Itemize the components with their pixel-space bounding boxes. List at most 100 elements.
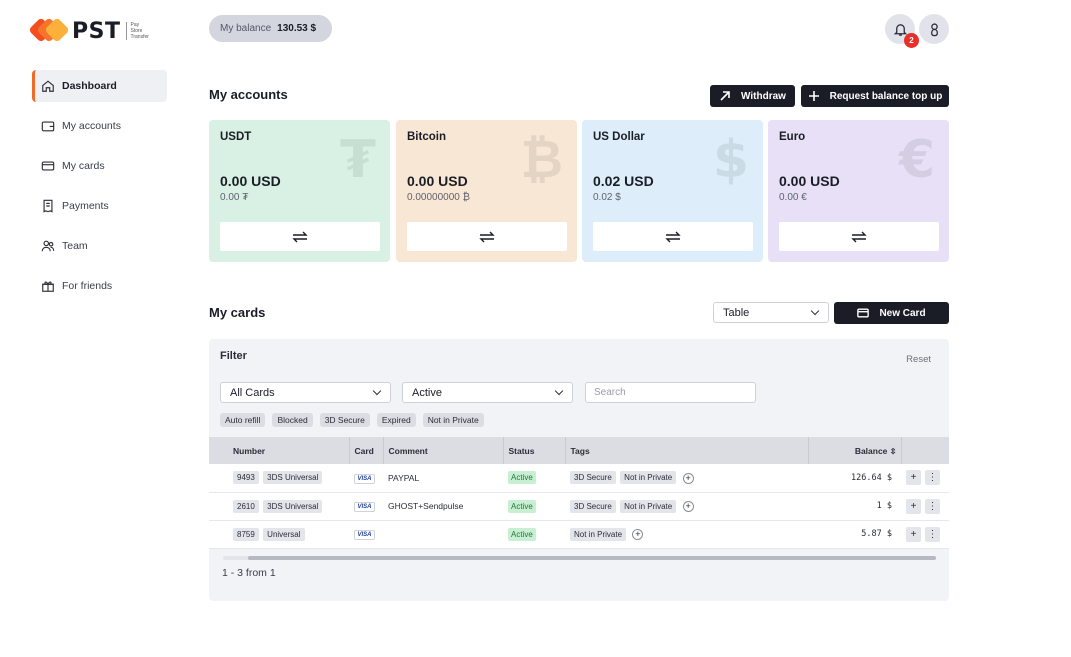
chevron-down-icon	[810, 306, 820, 316]
sidebar-item-for-friends[interactable]: For friends	[32, 270, 167, 302]
table-row[interactable]: 8759 Universal VISA Active Not in Privat…	[209, 520, 949, 548]
reset-filter-button[interactable]: Reset	[906, 354, 931, 365]
column-header-comment[interactable]: Comment	[383, 437, 504, 464]
top-up-card-button[interactable]: +	[906, 470, 921, 486]
scrollbar-thumb[interactable]	[248, 556, 936, 560]
brand-logo[interactable]: PST Pay Store Transfer	[28, 17, 154, 45]
tag: 3D Secure	[570, 499, 616, 513]
card-icon	[41, 161, 55, 171]
account-native-amount: 0.00000000 ₿	[407, 192, 471, 203]
actions-cell: + ⋮	[901, 520, 949, 548]
sidebar-item-dashboard[interactable]: Dashboard	[32, 70, 167, 102]
account-amount: 0.00 USD	[220, 173, 281, 189]
table-row[interactable]: 2610 3DS Universal VISA GHOST+Sendpulse …	[209, 492, 949, 520]
filter-title: Filter	[220, 350, 247, 362]
pagination-info: 1 - 3 from 1	[222, 567, 276, 579]
account-card-us-dollar[interactable]: $ US Dollar 0.02 USD 0.02 $	[582, 120, 763, 262]
filter-chips: Auto refill Blocked 3D Secure Expired No…	[220, 413, 491, 427]
balance-cell: 5.87 $	[861, 529, 892, 539]
sidebar-nav: Dashboard My accounts My cards Payments …	[32, 70, 167, 310]
column-header-number[interactable]: Number	[209, 437, 350, 464]
brand-name: PST	[72, 18, 121, 44]
tether-icon: ₮	[339, 130, 376, 190]
comment-cell	[383, 520, 503, 548]
new-card-button[interactable]: New Card	[834, 302, 949, 324]
request-topup-button[interactable]: Request balance top up	[801, 85, 949, 107]
tag: 3D Secure	[570, 471, 616, 485]
column-header-balance[interactable]: Balance ⇳	[808, 437, 902, 464]
account-native-amount: 0.00 €	[779, 192, 807, 203]
exchange-button[interactable]	[593, 222, 753, 251]
balance-pill[interactable]: My balance 130.53 $	[209, 15, 332, 42]
more-options-button[interactable]: ⋮	[925, 498, 940, 514]
status-cell: Active	[503, 492, 565, 520]
sidebar-item-my-accounts[interactable]: My accounts	[32, 110, 167, 142]
gift-icon	[42, 281, 54, 292]
status-select[interactable]: Active	[402, 382, 573, 403]
account-native-amount: 0.00 ₮	[220, 192, 249, 203]
notifications-button[interactable]: 2	[885, 14, 919, 48]
status-badge: Active	[508, 499, 536, 513]
view-mode-select[interactable]: Table	[713, 302, 829, 323]
filter-chip[interactable]: Expired	[376, 413, 416, 427]
plus-icon	[808, 91, 819, 101]
filter-chip[interactable]: Blocked	[272, 413, 313, 427]
swap-icon	[851, 231, 867, 242]
sidebar-item-my-cards[interactable]: My cards	[32, 150, 167, 182]
account-card-usdt[interactable]: ₮ USDT 0.00 USD 0.00 ₮	[209, 120, 390, 262]
withdraw-button[interactable]: Withdraw	[710, 85, 795, 107]
sidebar-item-label: My cards	[62, 160, 105, 172]
account-amount: 0.00 USD	[779, 173, 840, 189]
column-header-tags[interactable]: Tags	[565, 437, 809, 464]
card-brand-cell: VISA	[349, 520, 383, 548]
filter-chip[interactable]: Auto refill	[220, 413, 266, 427]
filter-chip[interactable]: Not in Private	[422, 413, 484, 427]
table-row[interactable]: 9493 3DS Universal VISA PAYPAL Active 3D…	[209, 464, 949, 492]
search-input[interactable]: Search	[585, 382, 756, 403]
column-header-status[interactable]: Status	[503, 437, 566, 464]
account-native-amount: 0.02 $	[593, 192, 621, 203]
add-tag-button[interactable]: +	[632, 528, 644, 540]
swap-icon	[292, 231, 308, 242]
brand-tagline-line: Store	[130, 28, 143, 34]
balance-header-label: Balance	[854, 445, 888, 456]
horizontal-scrollbar[interactable]	[223, 556, 936, 560]
card-number: 8759	[233, 527, 259, 541]
tag: Not in Private	[570, 527, 627, 541]
top-up-card-button[interactable]: +	[906, 498, 921, 514]
brand-tagline-line: Transfer	[130, 34, 149, 40]
chevron-down-icon	[554, 386, 564, 396]
brand-tagline: Pay Store Transfer	[126, 22, 154, 40]
column-header-card[interactable]: Card	[349, 437, 384, 464]
dollar-icon: $	[712, 130, 749, 190]
filter-chip[interactable]: 3D Secure	[319, 413, 370, 427]
card-icon	[857, 308, 870, 318]
card-type-select[interactable]: All Cards	[220, 382, 391, 403]
comment-cell: PAYPAL	[388, 472, 420, 483]
account-card-euro[interactable]: € Euro 0.00 USD 0.00 €	[768, 120, 949, 262]
add-tag-button[interactable]: +	[682, 472, 694, 484]
card-number-cell: 8759 Universal	[209, 520, 349, 548]
actions-cell: + ⋮	[901, 492, 949, 520]
profile-button[interactable]	[919, 14, 949, 44]
card-number-cell: 9493 3DS Universal	[209, 464, 349, 492]
more-options-button[interactable]: ⋮	[925, 470, 940, 486]
visa-icon: VISA	[354, 473, 375, 484]
add-tag-button[interactable]: +	[682, 500, 694, 512]
sidebar-item-team[interactable]: Team	[32, 230, 167, 262]
tag: Not in Private	[620, 471, 677, 485]
status-cell: Active	[503, 520, 565, 548]
exchange-button[interactable]	[407, 222, 567, 251]
top-up-card-button[interactable]: +	[906, 526, 921, 542]
more-options-button[interactable]: ⋮	[925, 526, 940, 542]
account-card-bitcoin[interactable]: ₿ Bitcoin 0.00 USD 0.00000000 ₿	[396, 120, 577, 262]
arrow-up-right-icon	[720, 91, 730, 101]
tags-cell: Not in Private +	[565, 520, 808, 548]
exchange-button[interactable]	[779, 222, 939, 251]
balance-label: My balance	[220, 23, 272, 34]
account-name: USDT	[220, 131, 252, 143]
account-name: Bitcoin	[407, 131, 446, 143]
exchange-button[interactable]	[220, 222, 380, 251]
comment-cell: GHOST+Sendpulse	[388, 501, 464, 511]
sidebar-item-payments[interactable]: Payments	[32, 190, 167, 222]
